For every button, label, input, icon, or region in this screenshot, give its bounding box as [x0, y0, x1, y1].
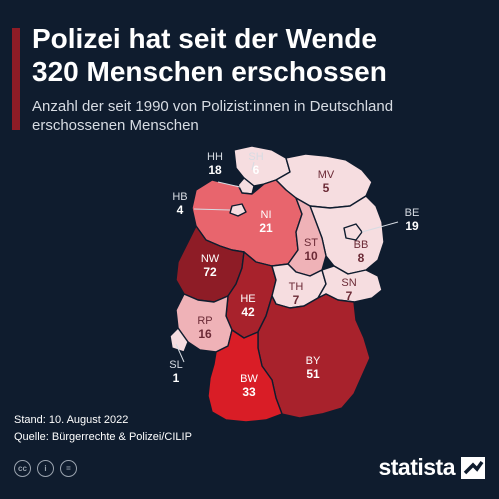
leader-HB [193, 208, 231, 211]
title-line-1: Polizei hat seit der Wende [32, 23, 377, 54]
state-value-TH: 7 [293, 293, 300, 307]
state-BE[interactable] [343, 223, 363, 241]
title-accent-bar [12, 28, 20, 130]
state-value-BB: 8 [358, 251, 365, 265]
state-value-BW: 33 [242, 385, 256, 399]
state-label-BW: BW [240, 373, 258, 385]
state-BW[interactable] [207, 329, 283, 423]
state-value-NI: 21 [259, 221, 273, 235]
title-line-2: 320 Menschen erschossen [32, 56, 387, 87]
license-icons: cc i = [14, 460, 77, 477]
state-value-MV: 5 [323, 181, 330, 195]
state-label-BB: BB [354, 239, 369, 251]
state-value-SL: 1 [173, 371, 180, 385]
state-HB[interactable] [229, 203, 247, 217]
leader-HH [217, 181, 241, 188]
state-label-BY: BY [306, 355, 321, 367]
state-value-BY: 51 [306, 367, 320, 381]
state-label-NI: NI [261, 209, 272, 221]
state-value-BE: 19 [405, 219, 419, 233]
state-value-RP: 16 [198, 327, 212, 341]
page-subtitle: Anzahl der seit 1990 von Polizist:innen … [32, 98, 394, 134]
state-label-TH: TH [289, 281, 304, 293]
state-label-MV: MV [318, 169, 335, 181]
cc-icon[interactable]: cc [14, 460, 31, 477]
leader-BE [361, 221, 399, 233]
source-label: Quelle: Bürgerrechte & Polizei/CILIP [14, 431, 192, 443]
state-value-HB: 4 [177, 203, 184, 217]
state-label-SH: SH [248, 151, 263, 163]
page-title: Polizei hat seit der Wende 320 Menschen … [32, 22, 482, 88]
nd-icon[interactable]: = [60, 460, 77, 477]
footer: Stand: 10. August 2022 Quelle: Bürgerrec… [14, 412, 192, 446]
by-icon[interactable]: i [37, 460, 54, 477]
stand-label: Stand: 10. August 2022 [14, 414, 129, 426]
state-label-HE: HE [240, 293, 255, 305]
state-label-SN: SN [341, 277, 356, 289]
leader-SH [251, 161, 255, 171]
state-label-NW: NW [201, 253, 220, 265]
brand[interactable]: statista [378, 454, 485, 481]
state-value-HH: 18 [208, 163, 222, 177]
state-label-HB: HB [172, 191, 187, 203]
state-value-SH: 6 [253, 163, 260, 177]
statista-logo-icon [461, 456, 485, 479]
state-label-ST: ST [304, 237, 318, 249]
state-value-ST: 10 [304, 249, 318, 263]
brand-name: statista [378, 454, 455, 480]
state-label-RP: RP [197, 315, 212, 327]
state-label-BE: BE [405, 207, 420, 219]
leader-SL [175, 343, 185, 363]
state-label-HH: HH [207, 151, 223, 163]
state-value-SN: 7 [346, 289, 353, 303]
state-value-NW: 72 [203, 265, 217, 279]
state-SL[interactable] [169, 327, 189, 353]
state-value-HE: 42 [241, 305, 255, 319]
state-label-SL: SL [169, 359, 182, 371]
